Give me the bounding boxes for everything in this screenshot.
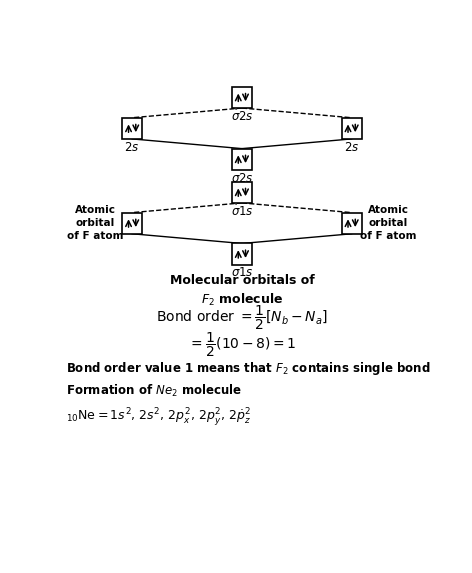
Bar [232, 148, 252, 170]
Bar [232, 182, 252, 203]
Text: Atomic
orbital
of F atom: Atomic orbital of F atom [360, 205, 416, 241]
Bar [232, 87, 252, 108]
Text: Bond order $= \dfrac{1}{2}\left[N_b - N_a\right]$: Bond order $= \dfrac{1}{2}\left[N_b - N_… [156, 304, 328, 332]
Text: $\dot{\sigma}1s$: $\dot{\sigma}1s$ [230, 205, 253, 219]
Bar [342, 117, 362, 139]
Bar [342, 213, 362, 234]
Bar [232, 244, 252, 265]
Text: $\sigma2s$: $\sigma2s$ [230, 171, 253, 185]
Text: $2s$: $2s$ [344, 141, 359, 154]
Bar [122, 213, 142, 234]
Text: $2s$: $2s$ [125, 141, 140, 154]
Text: Bond order value 1 means that $F_2$ contains single bond
Formation of $Ne_2$ mol: Bond order value 1 means that $F_2$ cont… [66, 360, 431, 399]
Bar [122, 117, 142, 139]
Text: $\dot{\sigma}2s$: $\dot{\sigma}2s$ [230, 110, 253, 124]
Text: Atomic
orbital
of F atom: Atomic orbital of F atom [67, 205, 124, 241]
Text: Molecular orbitals of
$F_2$ molecule: Molecular orbitals of $F_2$ molecule [169, 274, 314, 308]
Text: $\sigma1s$: $\sigma1s$ [230, 266, 253, 280]
Text: $= \dfrac{1}{2}(10 - 8) = 1$: $= \dfrac{1}{2}(10 - 8) = 1$ [187, 331, 296, 359]
Text: $_{10}$Ne$=1s^2$, $2s^2$, $2p_x^2$, $2p_y^2$, $2\dot{p}_z^2$: $_{10}$Ne$=1s^2$, $2s^2$, $2p_x^2$, $2p_… [66, 406, 252, 428]
